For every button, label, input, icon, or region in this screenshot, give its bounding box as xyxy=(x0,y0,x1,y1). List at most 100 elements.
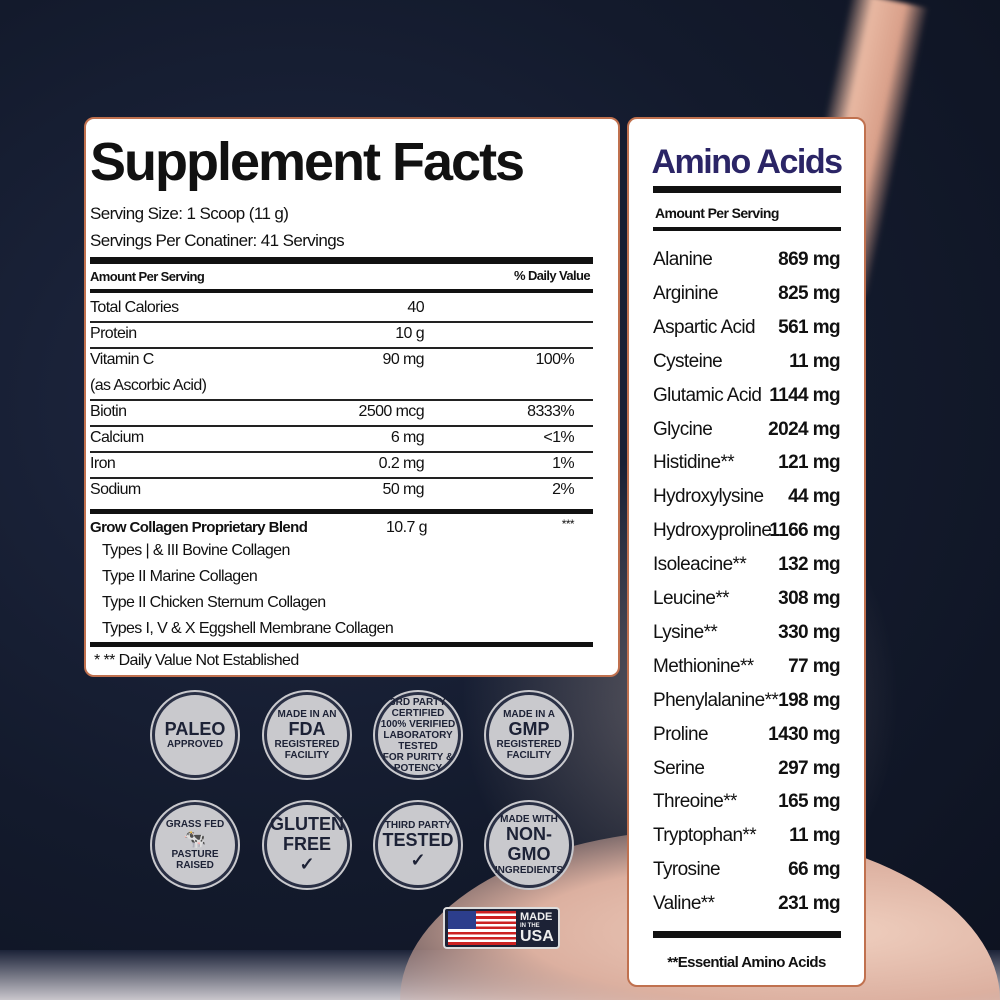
nutrient-amount: 40 xyxy=(407,299,424,316)
amino-name: Hydroxyproline xyxy=(653,520,772,542)
amino-amount: 2024 mg xyxy=(768,418,840,440)
amino-amount: 825 mg xyxy=(778,282,840,304)
badge-text: GLUTEN xyxy=(270,814,344,835)
amino-name: Tyrosine xyxy=(653,859,721,881)
amino-amount: 66 mg xyxy=(788,859,841,881)
blend-amount: 10.7 g xyxy=(386,519,427,536)
amino-amount: 308 mg xyxy=(778,588,840,609)
row-divider xyxy=(90,347,593,349)
amino-name: Arginine xyxy=(653,282,719,304)
nutrient-name: Calcium xyxy=(90,429,144,446)
blend-name: Grow Collagen Proprietary Blend xyxy=(90,519,308,536)
divider xyxy=(653,227,841,231)
row-divider xyxy=(90,451,593,453)
nutrient-amount: 50 mg xyxy=(382,481,425,498)
us-flag-icon xyxy=(448,911,516,945)
amino-title: Amino Acids xyxy=(651,143,843,181)
nutrient-subtext: (as Ascorbic Acid) xyxy=(90,377,207,394)
amino-name: Threoine** xyxy=(653,791,737,813)
amino-name: Isoleacine** xyxy=(653,554,747,576)
row-divider xyxy=(90,399,593,401)
amino-amount: 1144 mg xyxy=(769,384,840,406)
nutrient-name: Iron xyxy=(90,455,116,472)
amino-name: Lysine** xyxy=(653,621,718,643)
nutrient-dv: 1% xyxy=(552,455,575,472)
nutrient-amount: 0.2 mg xyxy=(378,455,425,472)
amino-name: Glycine xyxy=(653,418,713,440)
divider xyxy=(653,931,841,938)
amino-amount-header: Amount Per Serving xyxy=(655,205,779,221)
amino-acids-panel: Amino Acids Amount Per Serving Alanine 86… xyxy=(627,117,866,987)
nutrient-dv: <1% xyxy=(543,429,574,446)
fda-registered-icon: MADE IN AN FDA REGISTERED FACILITY xyxy=(264,692,350,778)
amino-amount: 1430 mg xyxy=(768,723,840,745)
amino-name: Hydroxylysine xyxy=(653,486,764,508)
amino-name: Valine** xyxy=(653,893,715,915)
badge-text: FDA xyxy=(288,718,326,739)
badge-text: INGREDIENTS xyxy=(494,864,564,876)
badge-text: REGISTERED FACILITY xyxy=(274,739,340,762)
usa-line: USA xyxy=(520,927,554,945)
nutrient-dv: 2% xyxy=(552,481,575,498)
gmp-registered-icon: MADE IN A GMP REGISTERED FACILITY xyxy=(486,692,572,778)
usa-line: IN THE xyxy=(520,922,540,929)
badge-text: THIRD PARTY xyxy=(384,819,452,831)
badge-text: 🐄 xyxy=(183,828,207,849)
divider xyxy=(90,509,593,514)
paleo-approved-icon: PALEO APPROVED xyxy=(152,692,238,778)
badge-text: MADE IN A xyxy=(503,708,555,720)
amino-amount: 1166 mg xyxy=(769,520,840,542)
badge-text: MADE IN AN xyxy=(277,708,337,720)
nutrient-name: Protein xyxy=(90,325,137,342)
badge-text: GMP xyxy=(508,718,550,739)
badge-text: TESTED xyxy=(382,829,454,850)
amino-name: Tryptophan** xyxy=(653,825,757,847)
amino-amount: 231 mg xyxy=(778,893,840,915)
amino-amount: 561 mg xyxy=(778,316,840,338)
amino-name: Leucine** xyxy=(653,588,730,609)
amino-name: Cysteine xyxy=(653,350,723,372)
amino-amount: 165 mg xyxy=(778,791,840,813)
badge-text: 3RD PARTY CERTIFIED xyxy=(390,696,446,719)
amino-amount: 330 mg xyxy=(778,621,840,643)
nutrient-dv: 100% xyxy=(535,351,574,368)
amino-name: Serine xyxy=(653,757,705,779)
footnote: * ** Daily Value Not Established xyxy=(94,652,299,669)
serving-size: Serving Size: 1 Scoop (11 g) xyxy=(90,204,289,223)
amino-amount: 44 mg xyxy=(788,486,841,508)
amino-name: Alanine xyxy=(653,249,713,270)
nutrient-name: Sodium xyxy=(90,481,141,498)
badge-text: ✓ xyxy=(299,853,315,874)
usa-line: MADE xyxy=(520,910,553,923)
badge-text: APPROVED xyxy=(166,739,224,751)
badge-text: ✓ xyxy=(410,849,426,870)
amino-amount: 11 mg xyxy=(789,350,840,372)
amino-amount: 132 mg xyxy=(778,554,840,576)
amino-amount: 77 mg xyxy=(788,655,841,677)
badge-text: MADE WITH xyxy=(500,814,558,826)
badge-text: 100% VERIFIED xyxy=(380,718,456,730)
amino-amount: 297 mg xyxy=(778,757,840,779)
nutrient-amount: 2500 mcg xyxy=(358,403,425,420)
blend-item: Type II Chicken Sternum Collagen xyxy=(102,594,326,611)
amino-name: Methionine** xyxy=(653,655,754,677)
badge-text: FREE xyxy=(282,834,331,855)
amino-amount: 11 mg xyxy=(789,825,840,847)
servings-per-container: Servings Per Conatiner: 41 Servings xyxy=(90,231,345,250)
badge-text: PALEO xyxy=(164,718,226,739)
blend-item: Types I, V & X Eggshell Membrane Collage… xyxy=(102,620,394,637)
panel-title: Supplement Facts xyxy=(90,132,525,192)
amino-name: Phenylalanine** xyxy=(653,689,779,711)
badge-text: PASTURE RAISED xyxy=(171,849,219,872)
blend-item: Type II Marine Collagen xyxy=(102,568,258,585)
badge-text: REGISTERED FACILITY xyxy=(496,739,562,762)
amino-amount: 198 mg xyxy=(778,689,840,711)
grass-fed-icon: GRASS FED 🐄 PASTURE RAISED xyxy=(152,802,238,888)
third-party-tested-icon: THIRD PARTY TESTED ✓ xyxy=(375,802,461,888)
divider xyxy=(653,186,841,193)
row-divider xyxy=(90,321,593,323)
lab-tested-icon: 3RD PARTY CERTIFIED 100% VERIFIED LABORATO… xyxy=(375,692,461,778)
badge-text: NON-GMO xyxy=(506,824,552,864)
nutrient-dv: 8333% xyxy=(527,403,574,420)
amino-name: Glutamic Acid xyxy=(653,384,762,406)
